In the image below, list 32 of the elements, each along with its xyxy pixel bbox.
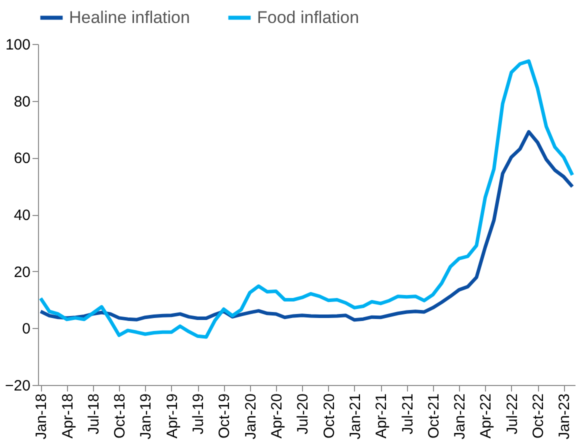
x-tick-label: Jul-20	[294, 394, 312, 434]
y-tick-label: −20	[5, 378, 30, 394]
x-tick-label: Jul-19	[190, 394, 208, 434]
x-tick-label: Apr-21	[373, 394, 390, 439]
x-tick-label: Oct-20	[320, 394, 338, 439]
x-tick-label: Jan-23	[556, 394, 574, 440]
x-tick-label: Jul-18	[85, 394, 102, 434]
x-tick-label: Jan-19	[138, 394, 155, 440]
y-tick-label: 100	[5, 36, 30, 54]
y-tick-label: 60	[14, 150, 30, 168]
y-tick-label: 40	[14, 207, 30, 224]
x-tick-label: Jan-22	[452, 394, 469, 440]
y-tick-label: 0	[22, 320, 30, 338]
y-tick-label: 20	[14, 264, 30, 281]
x-tick-label: Apr-20	[268, 394, 286, 439]
x-tick-label: Oct-22	[530, 394, 548, 439]
y-tick-label: 80	[14, 93, 30, 110]
legend-label: Food inflation	[257, 8, 360, 27]
x-tick-label: Jan-21	[346, 394, 364, 440]
legend-label: Healine inflation	[69, 8, 190, 27]
x-tick-label: Oct-18	[112, 394, 129, 439]
line-series	[38, 130, 574, 322]
x-tick-label: Jul-21	[399, 394, 416, 434]
x-tick-label: Oct-19	[216, 394, 234, 439]
x-tick-label: Jan-20	[242, 394, 260, 440]
x-tick-label: Jul-22	[504, 394, 521, 434]
x-tick-label: Apr-22	[478, 394, 495, 439]
x-tick-label: Apr-18	[59, 394, 76, 439]
x-tick-label: Oct-21	[425, 394, 442, 439]
line-series	[38, 59, 574, 339]
x-tick-label: Apr-19	[164, 394, 181, 439]
x-tick-label: Jan-18	[33, 394, 50, 440]
